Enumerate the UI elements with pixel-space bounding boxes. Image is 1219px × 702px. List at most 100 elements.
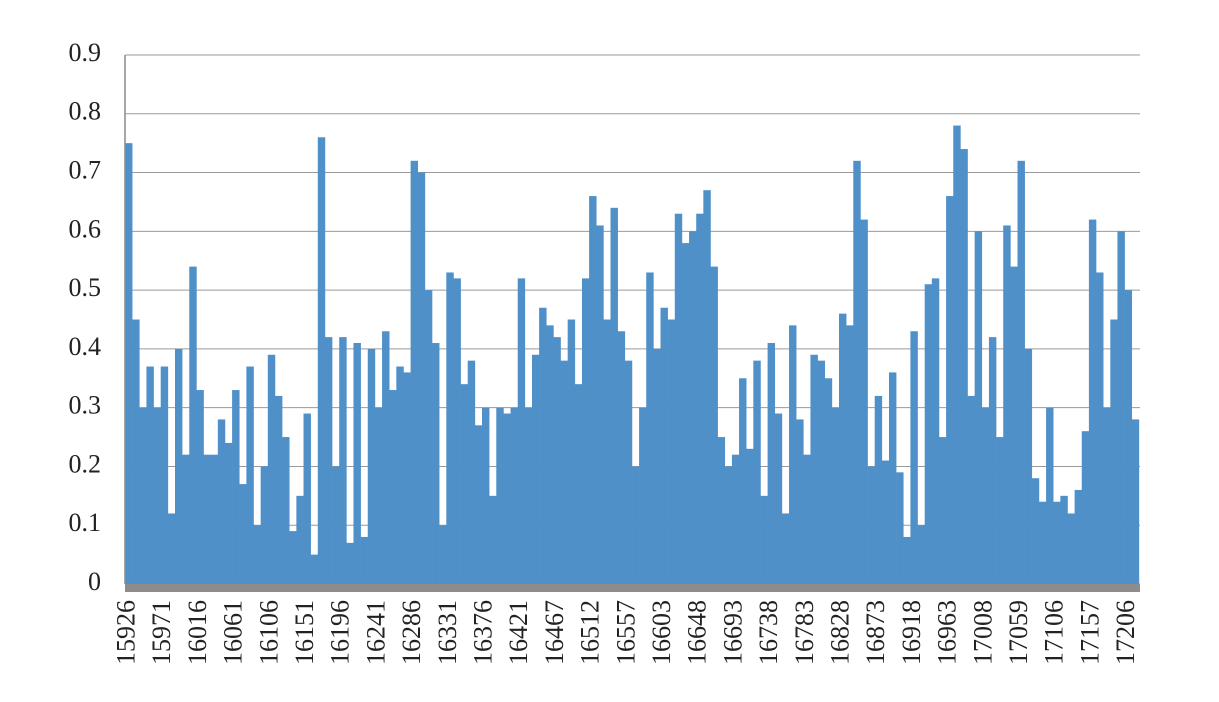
bar (789, 325, 797, 584)
bar (974, 231, 983, 585)
grid (125, 54, 1140, 585)
axes (124, 55, 1140, 592)
bar (910, 331, 918, 584)
bar (731, 454, 740, 584)
bar (274, 395, 283, 584)
bar (917, 525, 925, 584)
bar (617, 331, 626, 584)
bar (674, 213, 683, 584)
bar (339, 337, 347, 584)
x-tick-label: 16963 (933, 600, 962, 665)
bar (146, 366, 154, 584)
bar (1088, 219, 1097, 585)
bar (489, 495, 497, 584)
bar (324, 337, 333, 584)
bar (817, 360, 826, 584)
bar (310, 554, 319, 584)
bar (125, 143, 133, 584)
x-tick-label: 17206 (1111, 600, 1140, 665)
bar (232, 390, 240, 584)
y-tick-label: 0.1 (69, 508, 102, 537)
bar (217, 419, 226, 584)
bar (624, 360, 633, 584)
bar (689, 231, 697, 585)
bar (696, 213, 704, 584)
bar (846, 325, 854, 584)
bar (1010, 266, 1018, 584)
bar (1117, 231, 1125, 585)
bar (182, 454, 190, 584)
bar (574, 384, 583, 584)
bar (717, 437, 726, 584)
bar (667, 319, 676, 584)
bar (1031, 478, 1040, 584)
bar (760, 495, 768, 584)
bar (867, 466, 875, 584)
bar (874, 395, 883, 584)
y-tick-label: 0.7 (69, 156, 102, 185)
bar (803, 454, 811, 584)
x-tick-label: 16061 (219, 600, 248, 665)
bar (1103, 407, 1111, 584)
bar (203, 454, 211, 584)
bar (303, 413, 311, 584)
bar (767, 343, 776, 584)
bar (417, 172, 426, 585)
bar (881, 460, 890, 584)
x-tick-label: 16331 (433, 600, 462, 665)
bar (931, 278, 940, 584)
bar (289, 531, 297, 584)
bar (132, 319, 140, 584)
bar (360, 536, 369, 584)
bar (831, 407, 840, 584)
x-tick-label: 16828 (826, 600, 855, 665)
bar (389, 390, 397, 584)
bar (589, 196, 597, 585)
x-tick-label: 17008 (968, 600, 997, 665)
x-tick-label: 17106 (1040, 600, 1069, 665)
bar (460, 384, 469, 584)
x-tick-label: 15926 (112, 600, 141, 665)
bar (139, 407, 147, 584)
bar (746, 448, 754, 584)
bar (781, 513, 790, 584)
bar (239, 484, 247, 584)
bar (660, 307, 668, 584)
bar (531, 354, 540, 584)
x-tick-label: 16106 (254, 600, 283, 665)
bar (510, 407, 518, 584)
bar (946, 196, 954, 585)
bar (1124, 290, 1133, 584)
bar (546, 325, 554, 584)
bar (996, 437, 1004, 584)
bar (410, 160, 419, 585)
bar (353, 343, 361, 584)
x-tick-label: 16783 (790, 600, 819, 665)
y-tick-label: 0.4 (69, 332, 102, 361)
x-axis-line (125, 584, 1140, 592)
bar (503, 413, 511, 584)
bar (246, 366, 254, 584)
bar (903, 536, 911, 584)
bar (839, 313, 847, 584)
bar (253, 525, 261, 584)
bar (988, 337, 997, 584)
bar (924, 284, 933, 584)
bar (374, 407, 383, 584)
y-tick-label: 0.6 (69, 214, 102, 243)
bar (603, 319, 611, 584)
bar (739, 378, 747, 584)
x-tick-label: 16196 (326, 600, 355, 665)
y-tick-label: 0.2 (69, 449, 102, 478)
bar (196, 390, 204, 584)
x-tick-label: 17157 (1075, 600, 1104, 665)
x-tick-label: 16421 (504, 600, 533, 665)
bar (1060, 495, 1068, 584)
x-tick-label: 16918 (897, 600, 926, 665)
bar (1131, 419, 1140, 584)
bar (189, 266, 197, 584)
bar (888, 372, 897, 584)
bar (332, 466, 340, 584)
